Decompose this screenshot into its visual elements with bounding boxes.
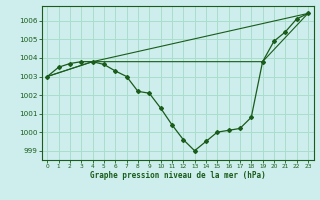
X-axis label: Graphe pression niveau de la mer (hPa): Graphe pression niveau de la mer (hPa): [90, 171, 266, 180]
